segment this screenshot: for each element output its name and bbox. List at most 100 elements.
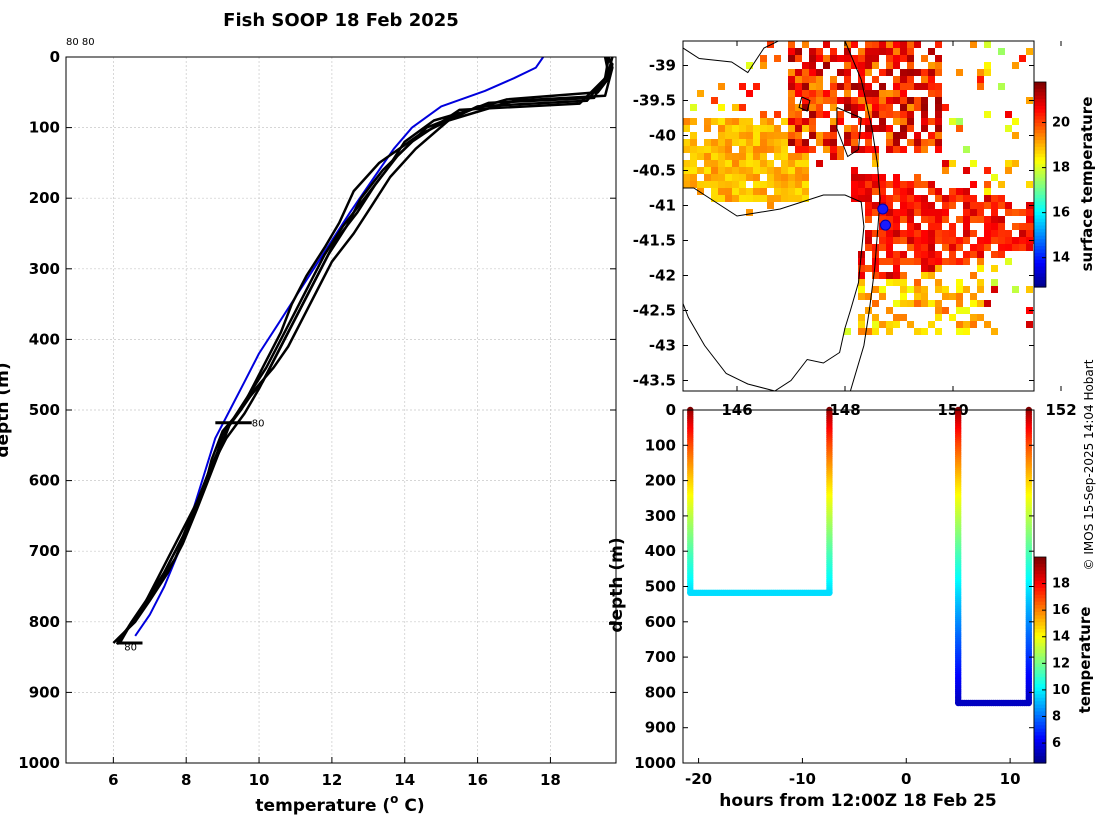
sst-cell — [893, 223, 900, 230]
sst-cell — [893, 118, 900, 125]
sst-cell — [914, 223, 921, 230]
sst-cell — [893, 209, 900, 216]
temperature-colorbar-segment — [1034, 639, 1046, 644]
sst-colorbar-segment — [1034, 133, 1046, 138]
sst-cell — [788, 167, 795, 174]
sst-colorbar-segment — [1034, 252, 1046, 257]
sst-cell — [886, 181, 893, 188]
sst-cell — [865, 237, 872, 244]
sst-cell — [879, 272, 886, 279]
sst-colorbar-segment — [1034, 263, 1046, 268]
sst-cell — [823, 139, 830, 146]
sst-cell — [921, 293, 928, 300]
sst-cell — [739, 125, 746, 132]
sst-cell — [921, 83, 928, 90]
track-x-tick-label: 0 — [901, 770, 911, 788]
temperature-colorbar-segment — [1034, 587, 1046, 592]
sst-cell — [830, 83, 837, 90]
sst-cell — [900, 286, 907, 293]
sst-cell — [942, 160, 949, 167]
sst-cell — [774, 181, 781, 188]
sst-cell — [760, 160, 767, 167]
sst-cell — [956, 258, 963, 265]
sst-cell — [865, 195, 872, 202]
sst-colorbar-segment — [1034, 92, 1046, 97]
sst-cell — [942, 195, 949, 202]
temperature-colorbar-segment — [1034, 605, 1046, 610]
sst-cell — [977, 251, 984, 258]
sst-cell — [921, 272, 928, 279]
sst-cell — [879, 97, 886, 104]
sst-cell — [802, 83, 809, 90]
sst-colorbar-segment — [1034, 88, 1046, 93]
sst-cell — [760, 181, 767, 188]
sst-cell — [949, 314, 956, 321]
sst-cell — [865, 48, 872, 55]
track-y-tick-label: 800 — [645, 683, 676, 701]
sst-cell — [935, 307, 942, 314]
sst-cell — [914, 300, 921, 307]
sst-cell — [893, 279, 900, 286]
sst-cell — [1019, 237, 1026, 244]
sst-cell — [774, 195, 781, 202]
sst-cell — [921, 118, 928, 125]
sst-cell — [1012, 237, 1019, 244]
sst-cell — [1026, 223, 1033, 230]
temperature-colorbar-segment — [1034, 673, 1046, 678]
sst-cell — [683, 160, 690, 167]
sst-cell — [718, 167, 725, 174]
temperature-colorbar-segment — [1034, 684, 1046, 689]
temperature-colorbar-segment — [1034, 711, 1046, 716]
sst-cell — [991, 286, 998, 293]
temperature-colorbar-segment — [1034, 708, 1046, 713]
sst-cell — [865, 125, 872, 132]
sst-cell — [788, 90, 795, 97]
sst-cell — [893, 237, 900, 244]
sst-cell — [914, 293, 921, 300]
sst-cell — [809, 97, 816, 104]
sst-colorbar-segment — [1034, 82, 1046, 87]
sst-cell — [900, 125, 907, 132]
sst-cell — [858, 314, 865, 321]
sst-cell — [984, 111, 991, 118]
sst-cell — [767, 139, 774, 146]
profile-y-tick-label: 600 — [29, 472, 60, 490]
sst-cell — [998, 244, 1005, 251]
sst-cell — [1012, 118, 1019, 125]
sst-cell — [711, 118, 718, 125]
sst-cell — [795, 125, 802, 132]
temperature-colorbar-segment — [1034, 618, 1046, 623]
sst-cell — [781, 188, 788, 195]
sst-colorbar-segment — [1034, 222, 1046, 227]
sst-cell — [844, 62, 851, 69]
sst-cell — [788, 55, 795, 62]
sst-cell — [907, 230, 914, 237]
sst-cell — [893, 97, 900, 104]
glider-position-marker — [880, 219, 891, 231]
sst-cell — [984, 321, 991, 328]
coastline — [683, 41, 881, 391]
sst-cell — [1026, 244, 1033, 251]
sst-cell — [851, 174, 858, 181]
sst-cell — [872, 160, 879, 167]
sst-cell — [816, 160, 823, 167]
temperature-colorbar-segment — [1034, 635, 1046, 640]
sst-cell — [928, 244, 935, 251]
sst-cell — [984, 167, 991, 174]
track-y-tick-label: 900 — [645, 719, 676, 737]
sst-cell — [809, 132, 816, 139]
sst-cell — [760, 62, 767, 69]
sst-cell — [991, 223, 998, 230]
sst-cell — [977, 314, 984, 321]
track-y-tick-label: 500 — [645, 578, 676, 596]
sst-cell — [970, 321, 977, 328]
sst-cell — [963, 195, 970, 202]
sst-cell — [802, 118, 809, 125]
sst-cell — [914, 139, 921, 146]
sst-cell — [725, 188, 732, 195]
sst-cell — [928, 139, 935, 146]
sst-cell — [949, 202, 956, 209]
sst-colorbar-segment — [1034, 239, 1046, 244]
sst-cell — [774, 174, 781, 181]
sst-cell — [956, 300, 963, 307]
